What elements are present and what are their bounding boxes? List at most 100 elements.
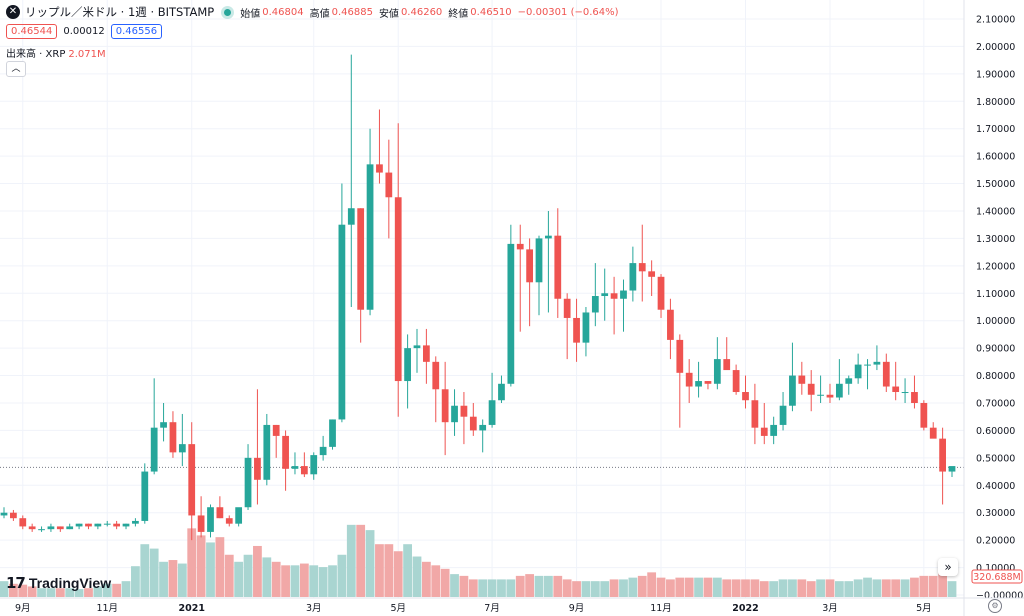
candle-body bbox=[66, 526, 74, 530]
volume-bar bbox=[93, 586, 103, 597]
candle-body bbox=[460, 405, 468, 417]
candle-body bbox=[667, 309, 674, 340]
candle-body bbox=[620, 290, 627, 299]
volume-bar bbox=[628, 577, 638, 597]
volume-bar bbox=[553, 575, 563, 597]
volume-bar bbox=[149, 548, 159, 597]
market-open-icon bbox=[224, 8, 232, 16]
volume-bar bbox=[487, 579, 497, 597]
candle-body bbox=[685, 372, 693, 387]
candle-body bbox=[216, 507, 224, 519]
price-tick-label: 1.50000 bbox=[976, 179, 1015, 190]
candle-body bbox=[103, 523, 111, 525]
symbol-title[interactable]: リップル／米ドル · 1週 · BITSTAMP bbox=[25, 5, 215, 19]
candle-body bbox=[244, 457, 252, 508]
candle-body bbox=[422, 345, 430, 362]
candle-body bbox=[263, 424, 271, 480]
price-tick-label: 1.30000 bbox=[976, 234, 1015, 245]
candle-body bbox=[892, 386, 900, 393]
volume-bar bbox=[515, 575, 525, 597]
volume-bar bbox=[675, 577, 685, 597]
candle-body bbox=[723, 359, 731, 371]
volume-bar bbox=[121, 581, 131, 597]
price-tick-label: 1.90000 bbox=[976, 69, 1015, 80]
volume-label: 出来高 · XRP bbox=[6, 49, 66, 60]
volume-bar bbox=[581, 581, 591, 597]
volume-bar bbox=[309, 565, 319, 597]
high-value: 0.46885 bbox=[331, 6, 373, 18]
volume-bar bbox=[797, 579, 807, 597]
candle-body bbox=[704, 381, 712, 384]
candle-body bbox=[770, 424, 778, 436]
volume-bar bbox=[187, 528, 197, 597]
candle-body bbox=[751, 400, 759, 428]
volume-bar bbox=[112, 583, 122, 597]
volume-bar bbox=[140, 544, 150, 597]
volume-bar bbox=[656, 577, 666, 597]
time-tick-label: 5月 bbox=[390, 603, 406, 614]
volume-bar bbox=[215, 537, 225, 597]
candle-body bbox=[282, 435, 289, 469]
volume-bar bbox=[46, 588, 56, 597]
volume-bar bbox=[8, 583, 18, 597]
candle-body bbox=[188, 444, 196, 516]
price-tick-label: 0.80000 bbox=[976, 371, 1015, 382]
sell-button[interactable]: 0.46544 bbox=[6, 24, 58, 39]
candle-body bbox=[798, 375, 806, 384]
time-tick-label: 2021 bbox=[178, 603, 204, 614]
volume-bar bbox=[84, 588, 93, 597]
candle-body bbox=[441, 389, 449, 423]
volume-bar bbox=[421, 561, 431, 597]
scroll-to-realtime-button[interactable]: » bbox=[938, 558, 958, 576]
volume-bar bbox=[497, 579, 506, 597]
volume-bar bbox=[346, 524, 356, 597]
volume-bar bbox=[234, 561, 244, 597]
spread-value: 0.00012 bbox=[63, 26, 105, 37]
volume-bar bbox=[684, 577, 694, 597]
volume-bar bbox=[365, 530, 375, 597]
volume-bar bbox=[450, 574, 459, 597]
volume-bar bbox=[196, 535, 206, 597]
volume-bar bbox=[910, 577, 919, 597]
settings-icon[interactable]: ⚙ bbox=[988, 599, 1002, 613]
time-tick-label: 3月 bbox=[306, 603, 322, 614]
candle-body bbox=[695, 381, 702, 387]
collapse-legend-icon[interactable]: ︿ bbox=[6, 61, 26, 77]
volume-bar bbox=[393, 551, 403, 597]
volume-bar bbox=[74, 589, 84, 597]
volume-bar bbox=[37, 588, 46, 597]
volume-bar bbox=[919, 575, 929, 597]
buy-button[interactable]: 0.46556 bbox=[110, 24, 163, 39]
volume-bar bbox=[694, 577, 703, 597]
candle-body bbox=[545, 235, 552, 239]
candle-body bbox=[554, 235, 562, 299]
tradingview-logo[interactable]: 17 TradingView bbox=[6, 574, 111, 592]
candle-body bbox=[254, 457, 261, 480]
volume-bar bbox=[834, 581, 844, 597]
volume-bar bbox=[647, 572, 657, 597]
candle-body bbox=[629, 263, 637, 291]
close-icon[interactable]: ✕ bbox=[6, 5, 20, 19]
candle-body bbox=[826, 394, 834, 398]
volume-bar bbox=[562, 579, 572, 597]
candle-body bbox=[207, 507, 214, 532]
price-tick-label: 0.60000 bbox=[976, 426, 1015, 437]
volume-bar bbox=[741, 579, 750, 597]
volume-bar bbox=[27, 586, 37, 597]
logo-mark-icon: 17 bbox=[6, 574, 26, 592]
volume-bar bbox=[131, 566, 140, 597]
candle-body bbox=[920, 402, 928, 428]
candle-body bbox=[901, 392, 909, 394]
candle-body bbox=[319, 446, 327, 456]
quote-row: 0.46544 0.00012 0.46556 bbox=[6, 24, 163, 39]
candle-body bbox=[817, 394, 824, 396]
time-tick-label: 7月 bbox=[484, 603, 500, 614]
volume-bar bbox=[534, 575, 544, 597]
volume-bar bbox=[769, 581, 779, 597]
volume-bar bbox=[290, 565, 300, 597]
candle-body bbox=[347, 208, 355, 225]
volume-legend[interactable]: 出来高 · XRP 2.071M bbox=[6, 45, 106, 60]
volume-bar bbox=[281, 565, 290, 597]
price-tick-label: 2.10000 bbox=[976, 14, 1015, 25]
